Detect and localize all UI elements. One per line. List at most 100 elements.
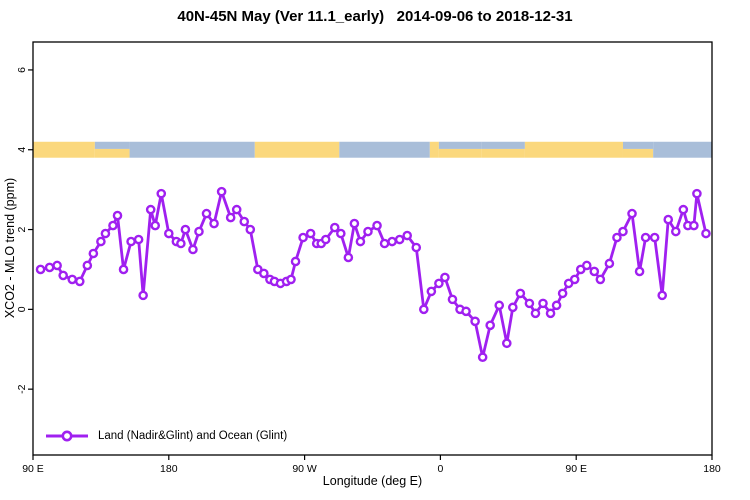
data-point-marker: [216, 186, 227, 197]
data-point-marker: [447, 294, 458, 305]
data-point-marker: [201, 208, 212, 219]
data-point-marker: [259, 268, 269, 279]
data-point-marker: [589, 266, 600, 277]
series-line: [39, 190, 708, 359]
data-point-marker: [363, 226, 373, 237]
data-point-marker: [343, 252, 354, 263]
data-point-marker: [657, 290, 668, 301]
data-point-marker: [108, 220, 118, 231]
data-point-marker: [133, 234, 144, 245]
plot-border: [32, 41, 713, 456]
data-point-marker: [44, 262, 55, 273]
data-point-marker: [440, 272, 450, 283]
x-tick-label: 0: [437, 463, 443, 475]
data-point-marker: [501, 338, 512, 349]
data-point-marker: [82, 260, 93, 271]
y-tick-label: 0: [16, 306, 28, 312]
data-point-marker: [145, 204, 156, 215]
data-point-marker: [96, 236, 106, 247]
data-point-marker: [58, 270, 68, 281]
data-point-marker: [52, 260, 62, 271]
data-point-marker: [336, 228, 346, 239]
data-point-marker: [538, 298, 548, 309]
data-series: [35, 186, 711, 363]
data-point-marker: [372, 220, 382, 231]
data-point-marker: [150, 220, 161, 231]
data-point-marker: [508, 302, 518, 313]
data-point-marker: [163, 228, 174, 239]
data-point-marker: [419, 304, 429, 315]
data-point-marker: [239, 216, 250, 227]
data-point-marker: [188, 244, 198, 255]
legend: Land (Nadir&Glint) and Ocean (Glint): [44, 429, 287, 443]
data-point-marker: [298, 232, 308, 243]
data-point-marker: [470, 316, 480, 327]
data-point-marker: [290, 256, 301, 267]
data-point-marker: [245, 224, 256, 235]
data-point-marker: [434, 278, 444, 289]
data-point-marker: [411, 242, 422, 253]
data-point-marker: [530, 308, 541, 319]
data-point-marker: [649, 232, 660, 243]
data-point-marker: [581, 260, 592, 271]
data-point-marker: [663, 214, 674, 225]
axes: 90 E 180 90 W 0 90 E 180 -2 0 2 4 6: [16, 67, 721, 475]
data-point-marker: [426, 286, 437, 297]
legend-label: Land (Nadir&Glint) and Ocean (Glint): [98, 430, 288, 442]
data-point-marker: [286, 274, 296, 285]
x-tick-label: 90 E: [565, 463, 587, 475]
y-tick-label: 4: [16, 147, 28, 153]
data-point-marker: [176, 238, 186, 249]
data-point-marker: [402, 230, 413, 241]
data-point-marker: [604, 258, 615, 269]
data-point-marker: [329, 222, 340, 233]
data-point-marker: [225, 212, 236, 223]
y-tick-label: 2: [16, 226, 28, 232]
data-point-marker: [194, 226, 204, 237]
y-tick-label: -2: [16, 384, 28, 393]
data-point-marker: [627, 208, 637, 219]
data-point-marker: [118, 264, 129, 275]
data-point-marker: [180, 224, 191, 235]
data-point-marker: [379, 238, 390, 249]
data-point-marker: [545, 308, 556, 319]
data-point-marker: [701, 228, 711, 239]
data-point-marker: [557, 288, 568, 299]
data-point-marker: [88, 248, 99, 259]
x-axis-title: Longitude (deg E): [322, 474, 423, 488]
data-point-marker: [387, 236, 397, 247]
data-point-marker: [670, 226, 681, 237]
data-point-marker: [461, 306, 471, 317]
data-point-marker: [305, 228, 316, 239]
data-point-marker: [485, 320, 495, 331]
data-point-marker: [524, 298, 535, 309]
x-tick-label: 90 W: [292, 463, 317, 475]
data-point-marker: [156, 188, 167, 199]
legend-line-marker-icon: [46, 430, 88, 442]
x-tick-label: 180: [160, 463, 178, 475]
data-point-marker: [112, 210, 123, 221]
data-point-marker: [126, 236, 136, 247]
data-point-marker: [100, 228, 111, 239]
data-point-marker: [618, 226, 628, 237]
data-point-marker: [678, 204, 689, 215]
data-point-marker: [320, 234, 331, 245]
data-point-marker: [349, 218, 360, 229]
data-point-marker: [477, 352, 488, 363]
data-point-marker: [394, 234, 405, 245]
data-point-marker: [551, 300, 562, 311]
data-point-marker: [67, 274, 78, 285]
x-tick-label: 180: [703, 463, 721, 475]
data-point-marker: [515, 288, 526, 299]
data-point-marker: [138, 290, 148, 301]
chart-title: 40N-45N May (Ver 11.1_early) 2014-09-06 …: [177, 8, 573, 25]
data-point-marker: [35, 264, 46, 275]
x-tick-label: 90 E: [22, 463, 44, 475]
data-point-marker: [231, 204, 242, 215]
data-point-marker: [209, 218, 219, 229]
data-point-marker: [689, 220, 699, 231]
data-point-marker: [74, 276, 85, 287]
y-tick-label: 6: [16, 67, 28, 73]
